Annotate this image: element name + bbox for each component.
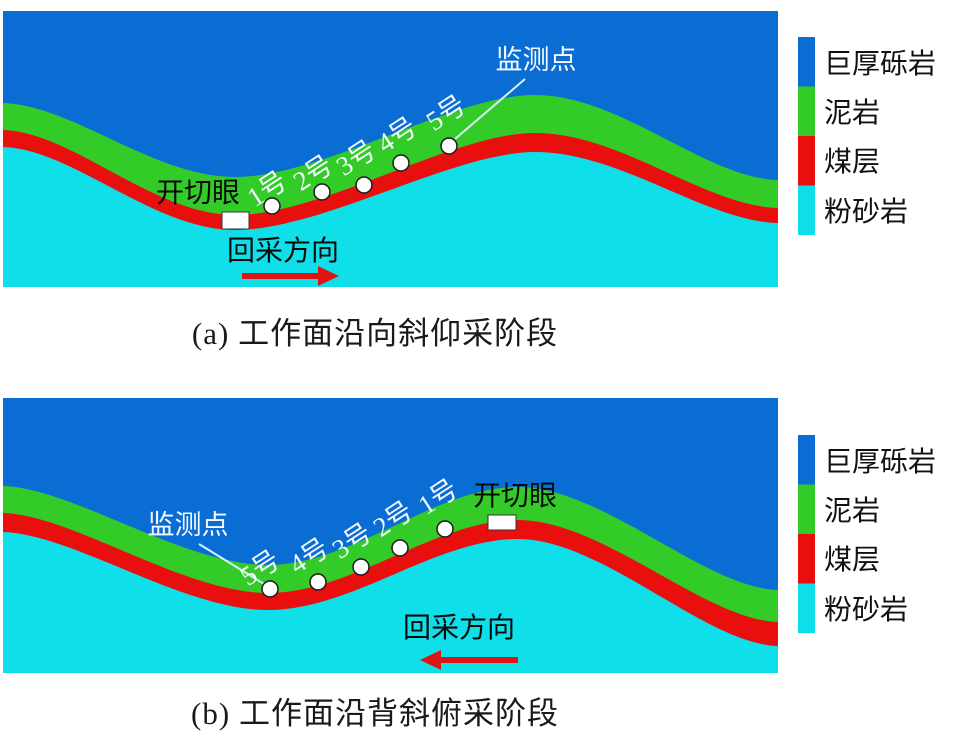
monitor-point-5-b bbox=[261, 580, 279, 598]
open-cut-box-b bbox=[487, 514, 517, 531]
legend-swatch-mudstone-b bbox=[798, 484, 815, 534]
monitor-point-4-a bbox=[392, 154, 410, 172]
open-cut-box-a bbox=[221, 211, 250, 230]
legend-label-coal-b: 煤层 bbox=[824, 544, 880, 576]
monitor-point-5-a bbox=[440, 137, 458, 155]
mining-direction-arrow-right-icon bbox=[242, 266, 339, 286]
monitor-point-1-a bbox=[263, 197, 281, 215]
monitor-leader-line-a bbox=[454, 78, 526, 140]
monitor-point-4-b bbox=[309, 573, 327, 591]
monitoring-points-label-a: 监测点 bbox=[496, 45, 577, 75]
mining-direction-label-a: 回采方向 bbox=[227, 235, 339, 267]
siltstone-layer-b bbox=[3, 532, 778, 673]
monitor-point-2-a bbox=[313, 183, 331, 201]
open-cut-label-b: 开切眼 bbox=[473, 481, 557, 512]
legend-label-conglomerate-b: 巨厚砾岩 bbox=[824, 446, 936, 478]
caption-a: (a) 工作面沿向斜仰采阶段 bbox=[191, 316, 559, 351]
mining-direction-label-b: 回采方向 bbox=[403, 612, 515, 644]
monitor-point-3-a bbox=[355, 176, 373, 194]
monitor-point-3-b bbox=[352, 558, 370, 576]
legend-swatch-conglomerate-a bbox=[798, 37, 815, 87]
caption-b: (b) 工作面沿背斜俯采阶段 bbox=[191, 696, 559, 731]
panel-a-diagram: 监测点 开切眼 1号 2号 3号 4号 5号 回采方向 bbox=[3, 11, 778, 287]
legend-label-mudstone-a: 泥岩 bbox=[824, 97, 880, 129]
legend-swatch-siltstone-b bbox=[798, 583, 815, 633]
siltstone-layer-a bbox=[3, 147, 778, 287]
legend-a: 巨厚砾岩 泥岩 煤层 粉砂岩 bbox=[798, 37, 936, 235]
legend-label-coal-a: 煤层 bbox=[824, 146, 880, 178]
legend-swatch-mudstone-a bbox=[798, 86, 815, 136]
monitor-point-1-b bbox=[436, 520, 454, 538]
legend-swatch-coal-b bbox=[798, 534, 815, 584]
legend-label-siltstone-b: 粉砂岩 bbox=[824, 594, 908, 626]
legend-swatch-coal-a bbox=[798, 136, 815, 186]
open-cut-label-a: 开切眼 bbox=[156, 178, 240, 209]
legend-label-mudstone-b: 泥岩 bbox=[824, 495, 880, 527]
mining-direction-arrow-left-icon bbox=[420, 650, 518, 670]
legend-swatch-siltstone-a bbox=[798, 185, 815, 235]
panel-b-diagram: 监测点 开切眼 5号 4号 3号 2号 1号 回采方向 bbox=[3, 398, 778, 673]
legend-label-conglomerate-a: 巨厚砾岩 bbox=[824, 48, 936, 80]
monitor-point-2-b bbox=[391, 539, 409, 557]
legend-b: 巨厚砾岩 泥岩 煤层 粉砂岩 bbox=[798, 435, 936, 633]
legend-swatch-conglomerate-b bbox=[798, 435, 815, 485]
monitoring-points-label-b: 监测点 bbox=[148, 510, 229, 540]
monitor-leader-line-b bbox=[198, 543, 265, 585]
legend-label-siltstone-a: 粉砂岩 bbox=[824, 196, 908, 228]
